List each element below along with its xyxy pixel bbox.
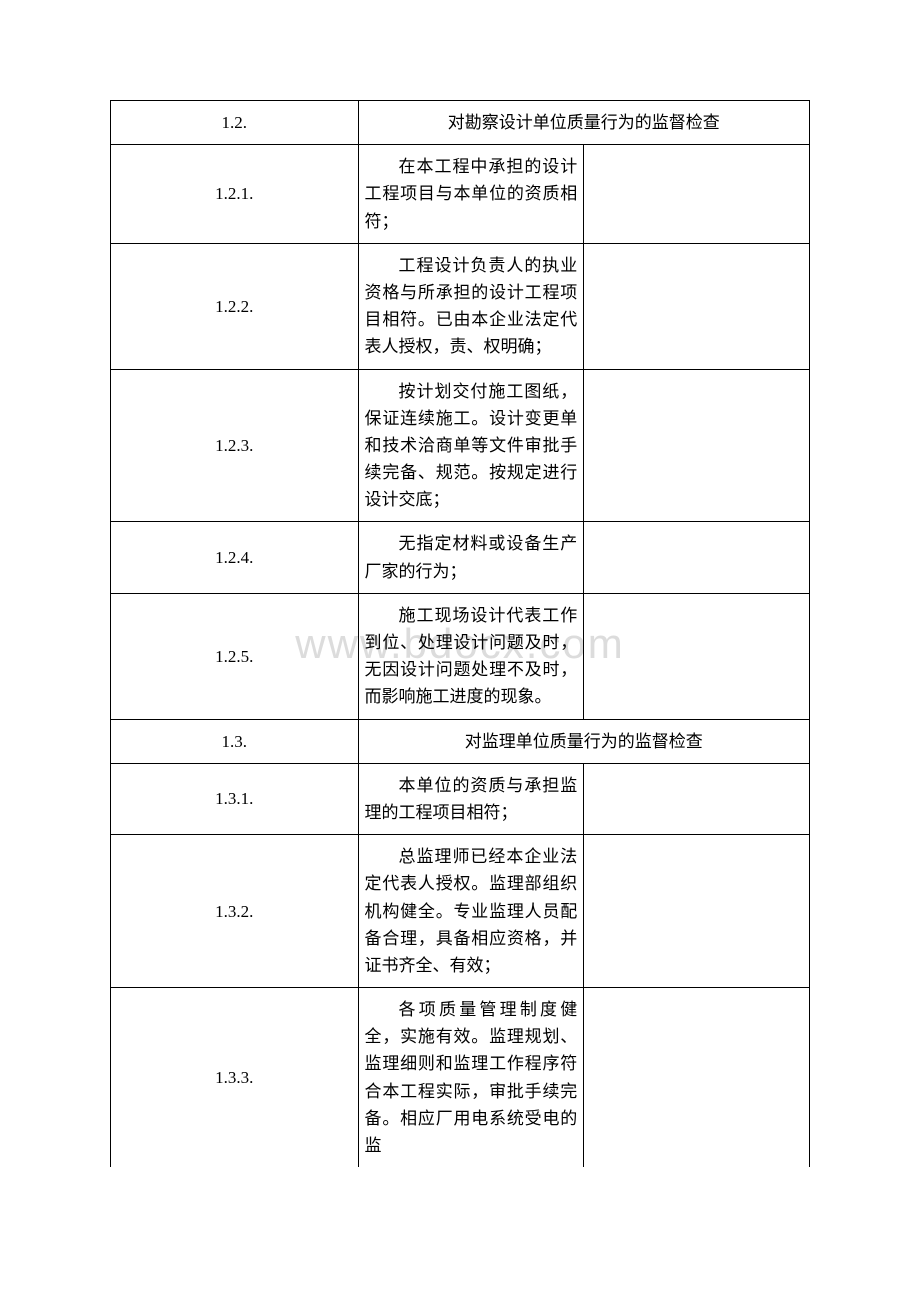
content-text: 无指定材料或设备生产厂家的行为； <box>365 530 578 584</box>
row-notes <box>584 243 810 369</box>
content-text: 按计划交付施工图纸，保证连续施工。设计变更单和技术洽商单等文件审批手续完备、规范… <box>365 378 578 514</box>
row-content: 无指定材料或设备生产厂家的行为； <box>358 522 584 593</box>
table-row: 1.2.1. 在本工程中承担的设计工程项目与本单位的资质相符； <box>111 145 810 244</box>
row-notes <box>584 145 810 244</box>
section-header: 对监理单位质量行为的监督检查 <box>358 719 809 763</box>
content-text: 本单位的资质与承担监理的工程项目相符； <box>365 772 578 826</box>
table-row: 1.3. 对监理单位质量行为的监督检查 <box>111 719 810 763</box>
row-index: 1.3.2. <box>111 835 359 988</box>
inspection-table: 1.2. 对勘察设计单位质量行为的监督检查 1.2.1. 在本工程中承担的设计工… <box>110 100 810 1167</box>
table-row: 1.2.3. 按计划交付施工图纸，保证连续施工。设计变更单和技术洽商单等文件审批… <box>111 369 810 522</box>
row-index: 1.2. <box>111 101 359 145</box>
row-notes <box>584 763 810 834</box>
row-content: 在本工程中承担的设计工程项目与本单位的资质相符； <box>358 145 584 244</box>
row-index: 1.2.4. <box>111 522 359 593</box>
table-body: 1.2. 对勘察设计单位质量行为的监督检查 1.2.1. 在本工程中承担的设计工… <box>111 101 810 1168</box>
content-text: 各项质量管理制度健全，实施有效。监理规划、监理细则和监理工作程序符合本工程实际，… <box>365 996 578 1159</box>
row-notes <box>584 988 810 1168</box>
row-index: 1.2.3. <box>111 369 359 522</box>
row-content: 各项质量管理制度健全，实施有效。监理规划、监理细则和监理工作程序符合本工程实际，… <box>358 988 584 1168</box>
row-notes <box>584 835 810 988</box>
content-text: 施工现场设计代表工作到位、处理设计问题及时，无因设计问题处理不及时，而影响施工进… <box>365 602 578 711</box>
row-index: 1.2.1. <box>111 145 359 244</box>
row-content: 本单位的资质与承担监理的工程项目相符； <box>358 763 584 834</box>
row-index: 1.3. <box>111 719 359 763</box>
table-row: 1.2.5. 施工现场设计代表工作到位、处理设计问题及时，无因设计问题处理不及时… <box>111 593 810 719</box>
content-text: 工程设计负责人的执业资格与所承担的设计工程项目相符。已由本企业法定代表人授权，责… <box>365 252 578 361</box>
table-container: 1.2. 对勘察设计单位质量行为的监督检查 1.2.1. 在本工程中承担的设计工… <box>110 100 810 1167</box>
row-content: 施工现场设计代表工作到位、处理设计问题及时，无因设计问题处理不及时，而影响施工进… <box>358 593 584 719</box>
row-content: 总监理师已经本企业法定代表人授权。监理部组织机构健全。专业监理人员配备合理，具备… <box>358 835 584 988</box>
table-row: 1.3.3. 各项质量管理制度健全，实施有效。监理规划、监理细则和监理工作程序符… <box>111 988 810 1168</box>
table-row: 1.2. 对勘察设计单位质量行为的监督检查 <box>111 101 810 145</box>
table-row: 1.3.2. 总监理师已经本企业法定代表人授权。监理部组织机构健全。专业监理人员… <box>111 835 810 988</box>
row-notes <box>584 593 810 719</box>
row-index: 1.3.1. <box>111 763 359 834</box>
row-index: 1.2.5. <box>111 593 359 719</box>
table-row: 1.2.4. 无指定材料或设备生产厂家的行为； <box>111 522 810 593</box>
table-row: 1.3.1. 本单位的资质与承担监理的工程项目相符； <box>111 763 810 834</box>
row-index: 1.2.2. <box>111 243 359 369</box>
row-notes <box>584 369 810 522</box>
row-notes <box>584 522 810 593</box>
row-content: 工程设计负责人的执业资格与所承担的设计工程项目相符。已由本企业法定代表人授权，责… <box>358 243 584 369</box>
content-text: 总监理师已经本企业法定代表人授权。监理部组织机构健全。专业监理人员配备合理，具备… <box>365 843 578 979</box>
row-content: 按计划交付施工图纸，保证连续施工。设计变更单和技术洽商单等文件审批手续完备、规范… <box>358 369 584 522</box>
content-text: 在本工程中承担的设计工程项目与本单位的资质相符； <box>365 153 578 235</box>
section-header: 对勘察设计单位质量行为的监督检查 <box>358 101 809 145</box>
row-index: 1.3.3. <box>111 988 359 1168</box>
table-row: 1.2.2. 工程设计负责人的执业资格与所承担的设计工程项目相符。已由本企业法定… <box>111 243 810 369</box>
